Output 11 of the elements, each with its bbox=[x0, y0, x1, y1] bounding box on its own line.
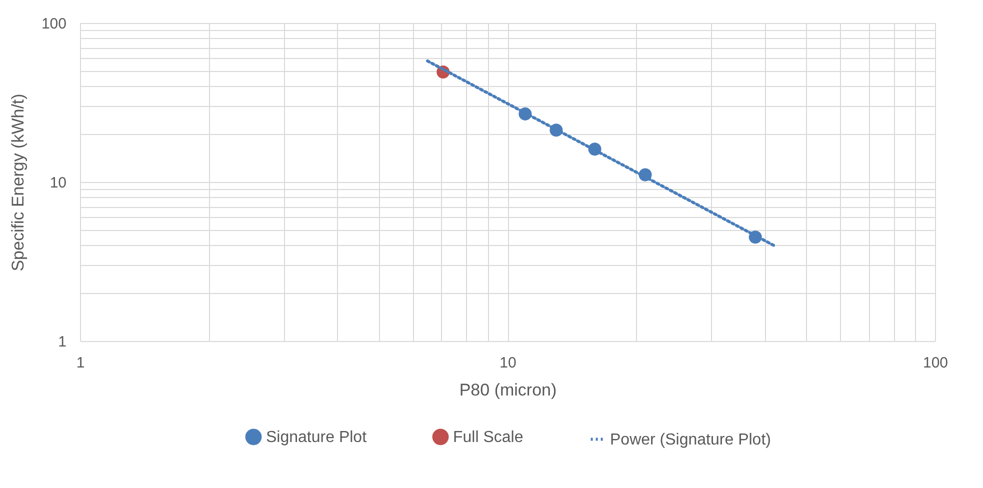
legend-label: Power (Signature Plot) bbox=[610, 431, 771, 448]
y-tick-label: 1 bbox=[58, 334, 66, 350]
legend-label: Full Scale bbox=[453, 428, 524, 446]
x-tick-label: 100 bbox=[922, 354, 948, 372]
y-axis-title: Specific Energy (kWh/t) bbox=[8, 94, 28, 272]
y-tick-label: 100 bbox=[41, 16, 66, 32]
x-axis-title: P80 (micron) bbox=[459, 380, 557, 400]
y-tick-label: 10 bbox=[50, 174, 66, 192]
x-tick-label: 1 bbox=[76, 354, 85, 372]
legend-label: Signature Plot bbox=[266, 428, 368, 446]
x-tick-label: 10 bbox=[500, 354, 516, 372]
